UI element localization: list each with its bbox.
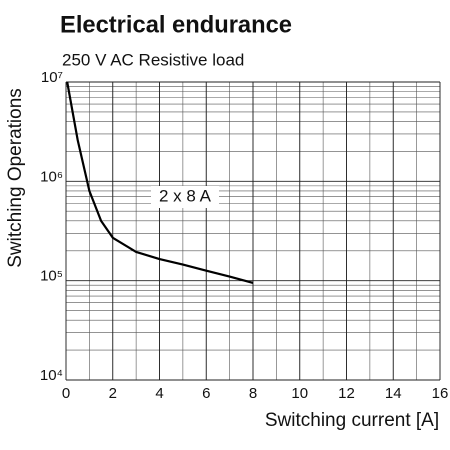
x-axis-label: Switching current [A] [265,410,439,431]
y-tick-label: 10⁵ [40,268,63,285]
x-tick-label: 4 [155,385,163,402]
y-tick-label: 10⁷ [41,69,63,86]
x-tick-label: 8 [249,385,257,402]
chart-subtitle: 250 V AC Resistive load [62,50,244,69]
x-tick-label: 10 [291,385,308,402]
y-tick-label: 10⁴ [40,367,63,384]
annotation: 2 x 8 A [159,186,212,205]
x-tick-label: 0 [62,385,70,402]
x-tick-label: 12 [338,385,355,402]
x-tick-label: 6 [202,385,210,402]
line-series [66,81,254,284]
x-tick-label: 14 [385,385,402,402]
chart-title: Electrical endurance [60,11,292,38]
y-tick-label: 10⁶ [40,168,63,185]
grid: 0 2 4 6 8 10 12 14 16 10⁴ 10⁵ 10⁶ 10⁷ [40,69,448,402]
plot: 2 x 8 A [66,81,254,284]
annotation-background [151,186,219,208]
x-tick-label: 2 [109,385,117,402]
y-axis-label: Switching Operations [5,88,26,268]
x-tick-label: 16 [432,385,449,402]
